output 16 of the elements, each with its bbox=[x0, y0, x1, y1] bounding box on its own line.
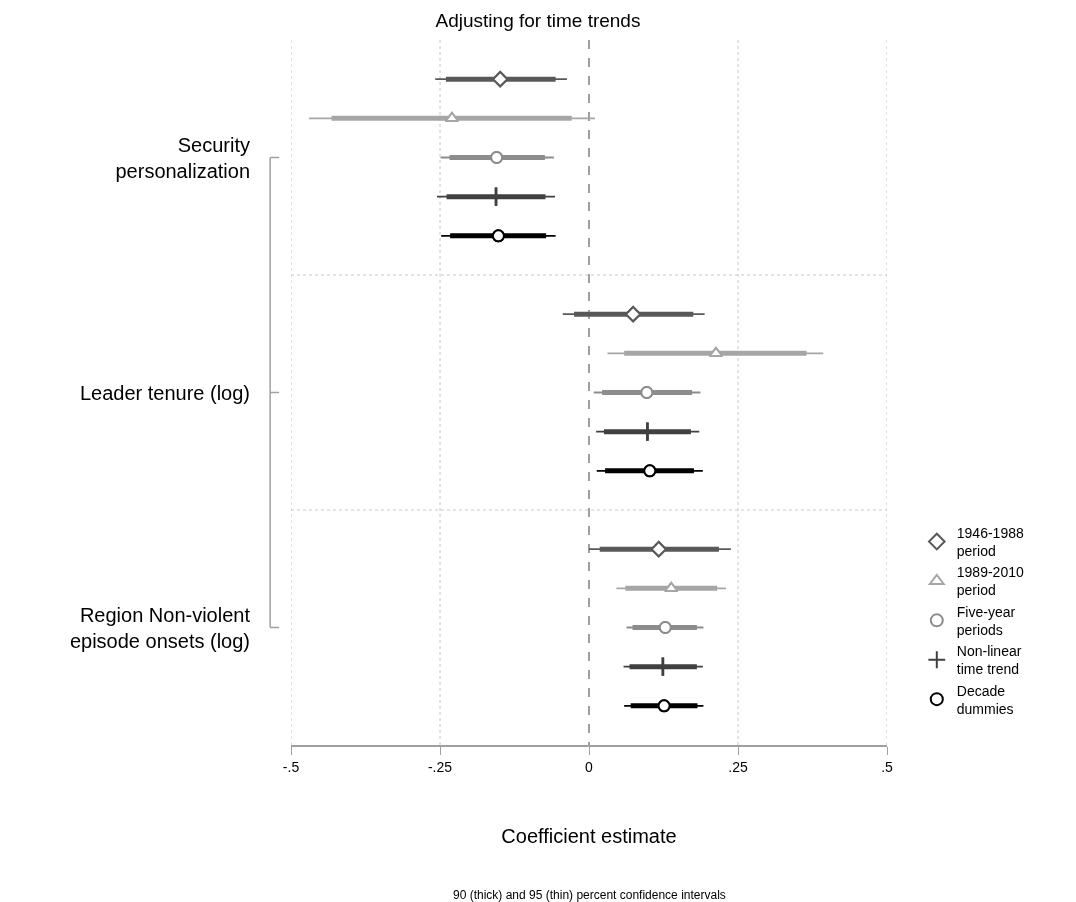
legend-label: Five-year periods bbox=[956, 603, 1016, 638]
legend-label: Non-linear time trend bbox=[956, 643, 1022, 678]
chart-title: Adjusting for time trends bbox=[435, 9, 641, 31]
legend-label: 1946-1988 period bbox=[956, 524, 1024, 560]
legend-label: 1989-2010 period bbox=[956, 564, 1024, 599]
x-tick-label: .5 bbox=[881, 758, 894, 775]
legend-label: Decade dummies bbox=[956, 682, 1014, 717]
x-tick-label: -.25 bbox=[427, 758, 453, 775]
y-tick-label: Leader tenure (log) bbox=[79, 381, 250, 404]
x-tick-label: 0 bbox=[585, 758, 594, 775]
x-tick-label: -.5 bbox=[282, 758, 300, 775]
text: 90 (thick) and 95 (thin) percent confidence intervals bbox=[453, 888, 726, 902]
x-axis-title: Coefficient estimate bbox=[501, 824, 677, 847]
y-tick-label: Security personalization bbox=[115, 133, 250, 182]
y-tick-label: Region Non-violent episode onsets (log) bbox=[69, 603, 251, 652]
x-tick-label: .25 bbox=[728, 758, 748, 775]
